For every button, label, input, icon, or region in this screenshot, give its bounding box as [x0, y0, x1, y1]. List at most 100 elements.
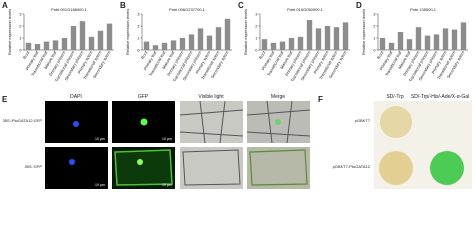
y-tick-label: 2: [373, 23, 376, 28]
bar: [179, 38, 186, 50]
scale-bar-label: 10 μm: [162, 183, 172, 187]
colony: [379, 151, 413, 185]
panel-label: B: [120, 1, 126, 10]
y-axis-label: Relative expression levels: [361, 9, 366, 55]
bar: [306, 20, 313, 50]
bar: [397, 32, 404, 50]
chart-title: Potri.001G188900.1: [51, 7, 88, 12]
y-tick-label: 0: [255, 47, 258, 52]
y-tick-label: 1: [19, 35, 22, 40]
bar: [197, 28, 204, 50]
y-tick-label: 1: [373, 35, 376, 40]
bar: [224, 18, 231, 50]
bar: [52, 40, 59, 50]
bar: [261, 39, 268, 50]
bar: [170, 40, 177, 50]
column-header: DAPI: [70, 94, 82, 100]
y-tick-label: 3: [137, 11, 140, 16]
bar: [433, 34, 440, 50]
bar: [106, 23, 113, 50]
bar: [460, 22, 467, 50]
scale-bar-label: 10 μm: [95, 183, 105, 187]
light-image: [180, 101, 243, 143]
y-tick-label: 3: [19, 11, 22, 16]
panel-label: D: [356, 1, 362, 10]
row-label: pGBKT7: [355, 118, 371, 123]
panel-label: A: [2, 1, 8, 10]
bar: [315, 28, 322, 50]
nucleus: [73, 121, 79, 127]
panel-label: F: [318, 95, 323, 104]
x-tick-label: Root: [22, 49, 31, 60]
bar: [451, 29, 458, 50]
merge-image: [247, 147, 310, 189]
bar: [342, 22, 349, 50]
row-label: 35S::PtoGATA12:GFP: [3, 118, 43, 123]
panel-e: E DAPI GFP Visible light Merge 35S::PtoG…: [2, 94, 311, 189]
bar: [442, 28, 449, 50]
bar: [161, 42, 168, 50]
scale-bar-label: 10 μm: [162, 137, 172, 141]
column-header: Visible light: [198, 94, 224, 100]
bar: [143, 41, 150, 50]
y-axis-label: Relative expression levels: [243, 9, 248, 55]
row-label: 35S::GFP: [24, 164, 42, 169]
panel-label: C: [238, 1, 244, 10]
bar: [61, 38, 68, 50]
bar: [379, 38, 386, 50]
y-axis-label: Relative expression levels: [7, 9, 12, 55]
column-header: SD/-Trp: [386, 94, 404, 100]
bar: [215, 27, 222, 50]
bar: [333, 27, 340, 50]
y-tick-label: 1: [137, 35, 140, 40]
y-tick-label: 1: [255, 35, 258, 40]
scale-bar-label: 10 μm: [95, 137, 105, 141]
column-header: GFP: [138, 94, 149, 100]
bar: [34, 44, 41, 50]
bar: [406, 39, 413, 50]
nucleus: [140, 118, 148, 126]
colony: [430, 151, 464, 185]
charts: A Potri.001G188900.1 Relative expression l…: [2, 1, 468, 83]
x-tick-label: Root: [258, 49, 267, 60]
light-image: [180, 147, 243, 189]
column-header: SD/-Trp/-His/-Ade/X-α-Gal: [411, 94, 469, 100]
bar: [324, 26, 331, 50]
bar: [279, 41, 286, 50]
bar: [288, 38, 295, 50]
panel-f: F SD/-Trp SD/-Trp/-His/-Ade/X-α-Gal pGBK…: [318, 94, 472, 189]
bar: [70, 26, 77, 50]
column-header: Merge: [271, 94, 285, 100]
dapi-image: [45, 147, 108, 189]
y-tick-label: 2: [255, 23, 258, 28]
bar: [415, 27, 422, 50]
chart-title: Potri.010G050900.1: [287, 7, 324, 12]
bar: [388, 42, 395, 50]
bar: [424, 35, 431, 50]
panel-label: E: [2, 95, 8, 104]
colony: [380, 106, 412, 138]
bar: [88, 36, 95, 50]
y-tick-label: 3: [373, 11, 376, 16]
chart-title: Potri.135500.1: [410, 7, 437, 12]
y-tick-label: 0: [19, 47, 22, 52]
bar: [152, 45, 159, 50]
row-label: pGBKT7-PtoGATA12: [333, 164, 371, 169]
chart-title: Potri.006G237700.1: [169, 7, 206, 12]
y-tick-label: 2: [19, 23, 22, 28]
bar: [297, 36, 304, 50]
y-tick-label: 0: [137, 47, 140, 52]
bar: [25, 42, 32, 50]
bar: [206, 35, 213, 50]
y-tick-label: 2: [137, 23, 140, 28]
y-tick-label: 0: [373, 47, 376, 52]
bar: [188, 34, 195, 50]
x-tick-label: Root: [376, 49, 385, 60]
bar: [97, 30, 104, 50]
y-tick-label: 3: [255, 11, 258, 16]
bar: [270, 42, 277, 50]
x-tick-label: Root: [140, 49, 149, 60]
figure: A Potri.001G188900.1 Relative expression l…: [2, 1, 472, 189]
bar: [43, 41, 50, 50]
bar: [79, 21, 86, 50]
